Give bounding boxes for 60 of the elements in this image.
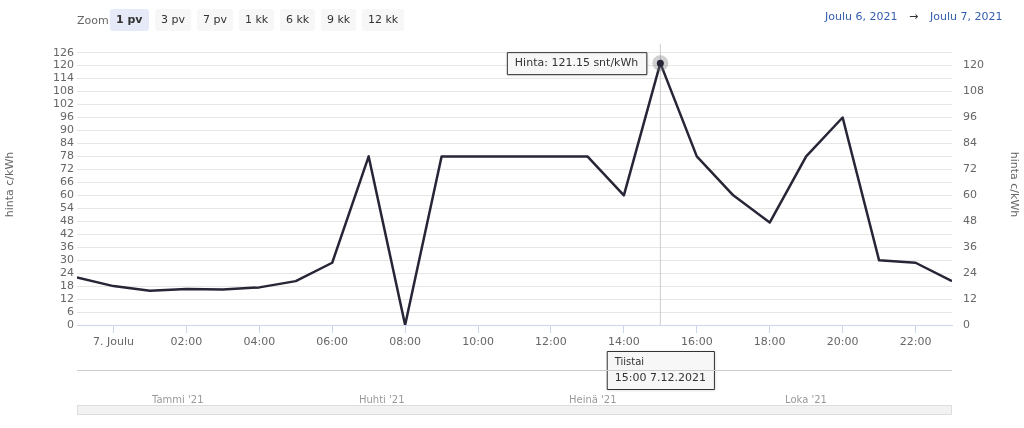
y-tick-label: 24 [60,265,74,279]
zoom-button: 6 kk [280,9,316,31]
text: → [909,10,919,23]
x-tick-label: 06:00 [316,335,349,349]
y-tick-label: 78 [60,149,74,163]
y-tick-label: 18 [60,278,74,292]
y-axis-title: hinta c/kWh [3,151,17,218]
x-tick-label: 10:00 [462,335,494,349]
y-tick-label: 114 [53,71,74,85]
x-tick-label: 18:00 [753,335,786,349]
x-tick-label: 04:00 [243,335,276,349]
y-tick-label: 0 [67,317,74,331]
x-tick-label: 16:00 [680,335,713,349]
zoom-button: 1 kk [239,9,275,31]
x-tick-label: 14:00 [608,335,640,349]
y-tick-label: 48 [60,214,74,228]
x-tick-label: 12:00 [535,335,567,349]
y-tick-label: 108 [53,84,74,98]
text: Joulu 6, 2021 [825,10,898,23]
y2-tick-label: 84 [963,136,977,150]
y2-tick-label: 48 [963,214,977,228]
text: Tiistai 15:00 7.12.2021 [613,355,706,384]
y-tick-label: 102 [53,97,74,111]
y-tick-label: 96 [60,110,74,124]
y-tick-label: 54 [60,201,74,215]
y-tick-label: 60 [60,188,74,202]
x-tick-label: 08:00 [389,335,421,349]
zoom-button: 7 pv [197,9,233,31]
y2-tick-label: 120 [963,58,984,72]
y-tick-label: 84 [60,136,74,150]
y-tick-label: 6 [67,304,74,318]
x-tick-label: 02:00 [170,335,203,349]
y-tick-label: 42 [60,227,74,241]
annotation: Hinta: 121.15 snt/kWh [514,55,639,69]
y-tick-label: 120 [53,58,74,72]
y-tick-label: 30 [60,253,74,267]
y2-tick-label: 96 [963,110,977,124]
y-tick-label: 12 [60,291,74,305]
x-tick-label: 22:00 [899,335,932,349]
x-tick-label: 7. Joulu [92,335,134,349]
y2-tick-label: 12 [963,291,977,305]
y2-axis-title: hinta c/kWh [1007,151,1021,218]
y-tick-label: 36 [60,240,74,254]
text: Joulu 7, 2021 [930,10,1003,23]
y2-tick-label: 24 [963,265,977,279]
zoom-button: 3 pv [155,9,191,31]
y2-tick-label: 72 [963,162,977,176]
y2-tick-label: 36 [963,240,977,254]
x-tick-label: 20:00 [826,335,859,349]
text: Zoom [77,14,109,27]
y2-tick-label: 108 [963,84,984,98]
y-tick-label: 90 [60,123,74,137]
zoom-button: 1 pv [110,9,149,31]
y2-tick-label: 0 [963,317,970,331]
y2-tick-label: 60 [963,188,977,202]
y-tick-label: 66 [60,175,74,189]
zoom-button: 9 kk [321,9,357,31]
y-tick-label: 126 [53,45,74,59]
y-tick-label: 72 [60,162,74,176]
zoom-button: 12 kk [362,9,405,31]
